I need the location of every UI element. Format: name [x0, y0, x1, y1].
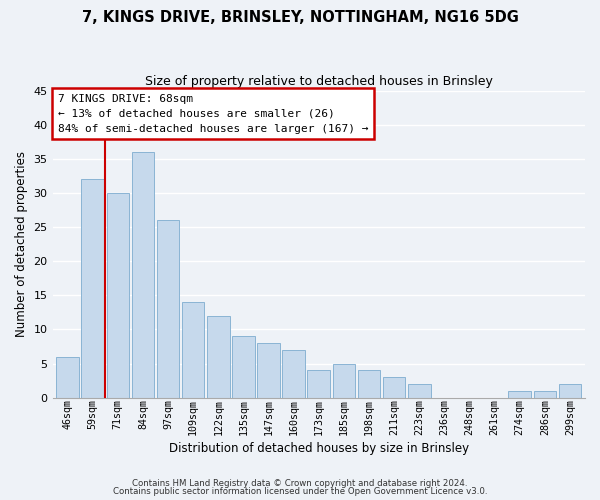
Bar	[332, 364, 355, 398]
Bar	[131, 152, 154, 398]
Bar	[182, 302, 205, 398]
Bar	[107, 193, 129, 398]
Bar	[157, 220, 179, 398]
Bar	[383, 377, 406, 398]
X-axis label: Distribution of detached houses by size in Brinsley: Distribution of detached houses by size …	[169, 442, 469, 455]
Bar	[358, 370, 380, 398]
Bar	[82, 180, 104, 398]
Bar	[283, 350, 305, 398]
Bar	[257, 343, 280, 398]
Title: Size of property relative to detached houses in Brinsley: Size of property relative to detached ho…	[145, 75, 493, 88]
Bar	[559, 384, 581, 398]
Bar	[307, 370, 330, 398]
Bar	[232, 336, 255, 398]
Bar	[408, 384, 431, 398]
Bar	[207, 316, 230, 398]
Y-axis label: Number of detached properties: Number of detached properties	[15, 151, 28, 337]
Text: 7 KINGS DRIVE: 68sqm
← 13% of detached houses are smaller (26)
84% of semi-detac: 7 KINGS DRIVE: 68sqm ← 13% of detached h…	[58, 94, 368, 134]
Bar	[56, 356, 79, 398]
Text: 7, KINGS DRIVE, BRINSLEY, NOTTINGHAM, NG16 5DG: 7, KINGS DRIVE, BRINSLEY, NOTTINGHAM, NG…	[82, 10, 518, 25]
Bar	[508, 391, 531, 398]
Text: Contains public sector information licensed under the Open Government Licence v3: Contains public sector information licen…	[113, 487, 487, 496]
Text: Contains HM Land Registry data © Crown copyright and database right 2024.: Contains HM Land Registry data © Crown c…	[132, 478, 468, 488]
Bar	[533, 391, 556, 398]
